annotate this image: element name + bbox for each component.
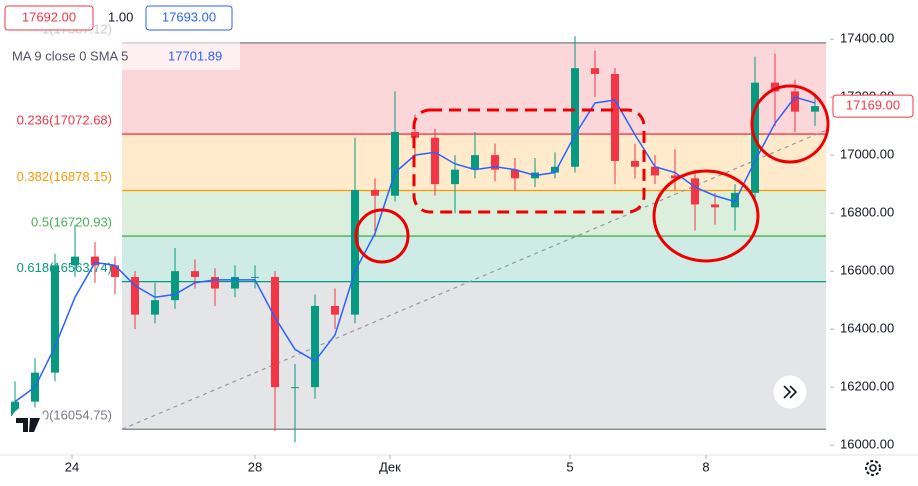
candle-body [711,204,719,208]
candle-body [591,68,599,74]
last-price-label: 17169.00 [846,98,900,113]
gear [865,460,881,476]
candle-body [191,271,199,277]
indicator-name: MA 9 close 0 SMA 5 [12,48,128,63]
candle-body [511,169,519,179]
bid-price: 17692.00 [22,9,76,24]
candle-body [71,256,79,266]
annotation-box [412,108,646,214]
fib-label: 0.382(16878.15) [17,169,112,184]
annotation-circle [750,84,830,164]
candle-body [251,276,259,278]
fib-label: 0.5(16720.93) [31,215,112,230]
candle-body [551,166,559,173]
candle-body [451,169,459,185]
candle-body [311,305,319,388]
annotation-circle [354,208,410,264]
plot-area: 1(17387.12)0.236(17072.68)0.382(16878.15… [11,21,827,443]
candle-body [631,160,639,167]
y-tick-label: 16400.00 [840,321,894,336]
candle-body [811,106,819,112]
price-axis [830,0,918,486]
x-tick-label: 5 [566,459,573,474]
candle-body [271,276,279,388]
candle-body [571,68,579,167]
y-tick-label: 16800.00 [840,205,894,220]
fib-label: 0(16054.75) [42,408,112,423]
bid-box[interactable] [4,5,94,31]
y-tick-label: 16600.00 [840,263,894,278]
candle-body [491,155,499,170]
candle-body [51,265,59,373]
candle-body [651,166,659,176]
y-tick-label: 17400.00 [840,31,894,46]
candle-body [611,73,619,161]
fib-band [122,236,826,282]
candle-body [91,256,99,266]
fib-label: 0.618(16563.74) [17,260,112,275]
y-tick-label: 16000.00 [840,437,894,452]
candle-body [471,155,479,170]
y-tick-label: 17000.00 [840,147,894,162]
x-tick-label: 24 [65,459,79,474]
last-price-box [832,94,914,118]
candle-body [171,271,179,301]
y-tick-label: 16200.00 [840,379,894,394]
candle-body [131,276,139,315]
header: 17692.00 1.00 17693.00 MA 9 close 0 SMA … [0,4,240,70]
fib-label: 0.236(17072.68) [17,113,112,128]
spread: 1.00 [108,9,133,24]
candle-body [231,276,239,289]
annotation-circle [652,169,760,263]
candle-body [111,265,119,277]
fib-band [122,190,826,237]
settings-icon[interactable] [865,460,881,476]
x-tick-label: Дек [379,459,401,474]
x-tick-label: 28 [248,459,262,474]
candle-body [691,178,699,205]
ask-box[interactable] [145,5,233,31]
candle-body [151,300,159,315]
candle-body [431,137,439,185]
candle-body [331,305,339,315]
logo[interactable] [16,418,40,432]
scroll-icon [783,385,798,399]
candle-body [411,131,419,138]
candle-body [791,91,799,112]
time-axis [0,455,830,486]
candle-body [11,401,19,417]
gear-hub [869,464,877,472]
indicator-value: 17701.89 [168,48,222,63]
x-tick-label: 8 [702,459,709,474]
candle-body [391,131,399,196]
candle-body [351,189,359,315]
candle-body [211,276,219,289]
candle-body [291,387,299,389]
candle-body [771,82,779,92]
fib-band [122,281,826,430]
candle-body [371,189,379,196]
ask-price: 17693.00 [162,9,216,24]
candle-body [671,175,679,179]
